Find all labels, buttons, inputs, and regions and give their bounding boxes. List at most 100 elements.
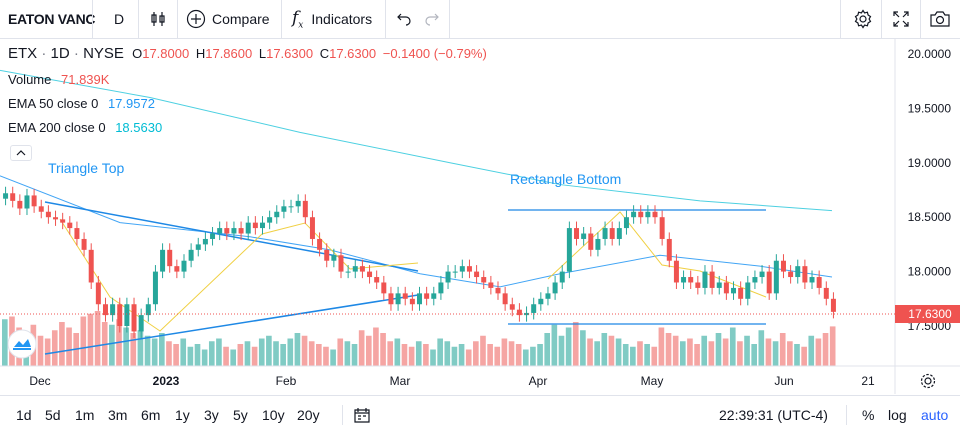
volume-bar: [316, 344, 322, 366]
volume-bar: [737, 341, 743, 366]
volume-legend: Volume 71.839K: [8, 72, 109, 87]
volume-bar: [679, 341, 686, 366]
triangle-top-label: Triangle Top: [48, 160, 124, 176]
ema200-legend: EMA 200 close 0 18.5630: [8, 120, 162, 135]
volume-bar: [758, 330, 765, 366]
candle-body: [652, 211, 658, 218]
candle-body: [160, 249, 166, 272]
candle-body: [367, 271, 373, 278]
candle-body: [681, 277, 687, 283]
high-label: H: [195, 46, 206, 61]
candle-body: [53, 217, 59, 220]
interval-button[interactable]: D: [114, 0, 124, 38]
price-chart[interactable]: 20.000019.500019.000018.500018.000017.50…: [0, 39, 960, 394]
auto-toggle[interactable]: auto: [921, 407, 949, 423]
volume-bar: [658, 327, 665, 366]
candle-body: [588, 233, 594, 250]
volume-bar: [301, 335, 308, 366]
range-button-5y[interactable]: 5y: [233, 407, 248, 423]
volume-bar: [201, 349, 208, 366]
volume-bar: [223, 346, 229, 366]
candle-body: [31, 195, 37, 207]
range-button-3y[interactable]: 3y: [204, 407, 219, 423]
undo-icon[interactable]: [396, 0, 412, 38]
collapse-legend-button[interactable]: [10, 145, 32, 161]
percent-toggle[interactable]: %: [862, 407, 875, 423]
candle-body: [352, 266, 358, 272]
candle-body: [74, 228, 80, 239]
candle-body: [488, 282, 494, 288]
volume-bar: [515, 344, 522, 366]
volume-bar: [708, 341, 715, 366]
volume-bar: [208, 341, 215, 366]
volume-bar: [558, 335, 565, 366]
price-tick-label: 20.0000: [908, 47, 952, 61]
candle-body: [24, 195, 30, 209]
price-axis: 20.000019.500019.000018.500018.000017.50…: [908, 47, 952, 333]
volume-bar: [715, 333, 722, 366]
time-tick-label: Apr: [529, 374, 548, 388]
candle-body: [723, 282, 729, 294]
candle-body: [388, 293, 394, 305]
pattern-drawings: [44, 201, 767, 355]
candle-body: [559, 271, 565, 283]
volume-bar: [451, 346, 458, 366]
volume-bar: [473, 341, 479, 366]
redo-icon[interactable]: [424, 0, 440, 38]
candle-body: [331, 255, 337, 261]
bar-type-icon[interactable]: [149, 0, 167, 38]
candle-body: [381, 282, 387, 294]
settings-icon[interactable]: [853, 0, 873, 38]
candle-body: [324, 249, 330, 261]
plus-circle-icon: [186, 9, 206, 29]
price-tick-label: 19.0000: [908, 156, 952, 170]
candle-body: [45, 211, 51, 218]
symbol-search[interactable]: EATON VANC: [8, 0, 96, 38]
candle-body: [88, 249, 94, 283]
range-button-1m[interactable]: 1m: [75, 407, 95, 423]
volume-bar: [2, 319, 8, 366]
candle-body: [402, 293, 408, 299]
ema200-path: [0, 69, 833, 212]
clock[interactable]: 22:39:31 (UTC-4): [719, 407, 828, 423]
volume-bar: [794, 344, 800, 366]
ema200-value: 18.5630: [115, 120, 163, 135]
volume-bar: [458, 344, 465, 366]
ema50-value: 17.9572: [107, 96, 155, 111]
range-button-5d[interactable]: 5d: [45, 407, 61, 423]
volume-bar: [351, 344, 358, 366]
candle-body: [167, 249, 173, 267]
fullscreen-icon[interactable]: [892, 0, 910, 38]
rectangle-bottom-label: Rectangle Bottom: [510, 171, 621, 187]
candle-body: [431, 293, 437, 299]
volume-bar: [287, 338, 294, 366]
candle-body: [210, 233, 216, 239]
ema200-line: [0, 69, 833, 212]
logo-icon: [7, 329, 37, 359]
candle-body: [516, 309, 522, 316]
range-button-3m[interactable]: 3m: [108, 407, 128, 423]
range-button-6m[interactable]: 6m: [141, 407, 161, 423]
compare-button[interactable]: Compare: [186, 0, 270, 38]
divider: [840, 0, 841, 38]
volume-bar: [772, 341, 779, 366]
range-button-10y[interactable]: 10y: [262, 407, 285, 423]
candle-body: [802, 266, 808, 283]
range-button-1y[interactable]: 1y: [175, 407, 190, 423]
volume-bar: [630, 346, 636, 366]
candle-body: [566, 228, 572, 272]
volume-bars: [2, 311, 836, 366]
volume-bar: [580, 330, 586, 366]
candle-body: [816, 277, 822, 288]
range-button-1d[interactable]: 1d: [16, 407, 32, 423]
log-toggle[interactable]: log: [888, 407, 907, 423]
range-button-20y[interactable]: 20y: [297, 407, 320, 423]
volume-bar: [787, 341, 793, 366]
candle-body: [602, 228, 608, 239]
chart-pane[interactable]: 20.0000 19.5000 19.0000 18.5000 18.0000 17.50…: [0, 39, 960, 394]
camera-icon[interactable]: [929, 0, 951, 38]
date-range-icon[interactable]: [353, 406, 371, 429]
indicators-button[interactable]: fx Indicators: [292, 0, 372, 38]
candle-body: [38, 206, 44, 212]
volume-bar: [144, 335, 151, 366]
